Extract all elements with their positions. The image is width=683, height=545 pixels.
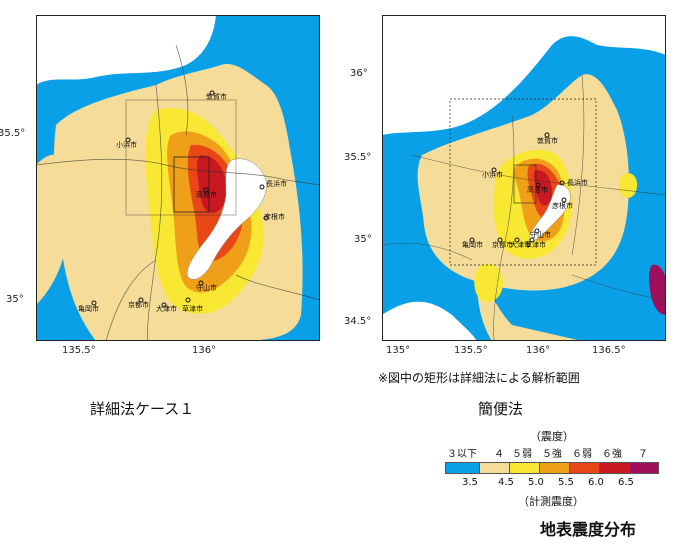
right-city-otsu: 大津市 (510, 240, 531, 249)
right-x-tick-136-5: 136.5° (592, 345, 626, 356)
right-y-tick-34-5: 34.5° (344, 316, 372, 327)
left-city-takashima: 高島市 (196, 190, 217, 199)
right-x-tick-135-5: 135.5° (454, 345, 488, 356)
left-map-canvas: 敦賀市 小浜市 長浜市 彦根市 高島市 亀岡市 京都市 大津市 草津市 守山市 (36, 15, 320, 341)
right-y-tick-35-5: 35.5° (344, 152, 372, 163)
right-map: 敦賀市 小浜市 長浜市 彦根市 高島市 亀岡市 京都市 大津市 草津市 守山市 (382, 15, 666, 341)
left-city-markers: 敦賀市 小浜市 長浜市 彦根市 高島市 亀岡市 京都市 大津市 草津市 守山市 (78, 90, 287, 313)
legend-label-6-lower: ６弱 (572, 449, 592, 460)
left-city-hikone: 彦根市 (264, 212, 285, 221)
right-x-tick-135: 135° (386, 345, 411, 356)
left-city-nagahama: 長浜市 (266, 179, 287, 188)
left-y-tick-35-5: 35.5° (0, 128, 26, 139)
left-city-tsuruga: 敦賀市 (206, 92, 227, 101)
legend-label-6-upper: ６強 (602, 449, 622, 460)
legend-value-6-0: 6.0 (588, 477, 604, 488)
right-city-nagahama: 長浜市 (567, 178, 588, 187)
left-x-tick-136: 136° (192, 345, 217, 356)
analysis-range-note: ※図中の矩形は詳細法による解析範囲 (378, 371, 580, 385)
legend-label-7: ７ (638, 449, 648, 460)
left-map: 敦賀市 小浜市 長浜市 彦根市 高島市 亀岡市 京都市 大津市 草津市 守山市 (36, 15, 320, 341)
right-city-kusatsu: 草津市 (525, 240, 546, 249)
right-y-tick-35: 35° (354, 234, 372, 245)
legend-value-5-5: 5.5 (558, 477, 574, 488)
right-map-caption: 簡便法 (478, 400, 524, 418)
right-x-tick-136: 136° (526, 345, 551, 356)
legend-label-3: ３以下 (447, 449, 477, 460)
right-y-tick-36: 36° (350, 68, 368, 79)
legend-swatch-2 (509, 462, 541, 474)
legend-swatch-1 (479, 462, 511, 474)
left-y-tick-35: 35° (6, 294, 24, 305)
legend-value-5-0: 5.0 (528, 477, 544, 488)
right-city-markers: 敦賀市 小浜市 長浜市 彦根市 高島市 亀岡市 京都市 大津市 草津市 守山市 (462, 132, 588, 249)
right-city-tsuruga: 敦賀市 (537, 136, 558, 145)
legend-swatch-5 (599, 462, 631, 474)
left-city-kusatsu: 草津市 (182, 304, 203, 313)
left-city-kyoto: 京都市 (128, 300, 149, 309)
right-city-kameoka: 亀岡市 (462, 240, 483, 249)
legend-label-5-upper: ５強 (542, 449, 562, 460)
legend-value-6-5: 6.5 (618, 477, 634, 488)
right-city-hikone: 彦根市 (552, 201, 573, 210)
right-map-canvas: 敦賀市 小浜市 長浜市 彦根市 高島市 亀岡市 京都市 大津市 草津市 守山市 (382, 15, 666, 341)
left-city-kameoka: 亀岡市 (78, 304, 99, 313)
legend-swatch-6 (629, 462, 659, 474)
left-city-moriyama: 守山市 (196, 283, 217, 292)
legend-swatch-0 (445, 462, 481, 474)
legend-value-4-5: 4.5 (498, 477, 514, 488)
legend-title-top: （震度） (530, 430, 574, 443)
legend-main-title: 地表震度分布 (540, 520, 637, 539)
right-city-obama: 小浜市 (482, 170, 503, 179)
legend-swatch-4 (569, 462, 601, 474)
right-city-kyoto: 京都市 (492, 240, 513, 249)
legend-label-5-lower: ５弱 (512, 449, 532, 460)
legend-value-3-5: 3.5 (462, 477, 478, 488)
left-city-obama: 小浜市 (116, 140, 137, 149)
left-city-otsu: 大津市 (156, 304, 177, 313)
right-city-moriyama: 守山市 (530, 230, 551, 239)
left-x-tick-135-5: 135.5° (62, 345, 96, 356)
legend-label-4: ４ (494, 449, 504, 460)
left-map-caption: 詳細法ケース１ (90, 400, 195, 418)
legend-swatch-3 (539, 462, 571, 474)
right-city-takashima: 高島市 (527, 185, 548, 194)
legend-title-bottom: （計測震度） (518, 495, 584, 508)
